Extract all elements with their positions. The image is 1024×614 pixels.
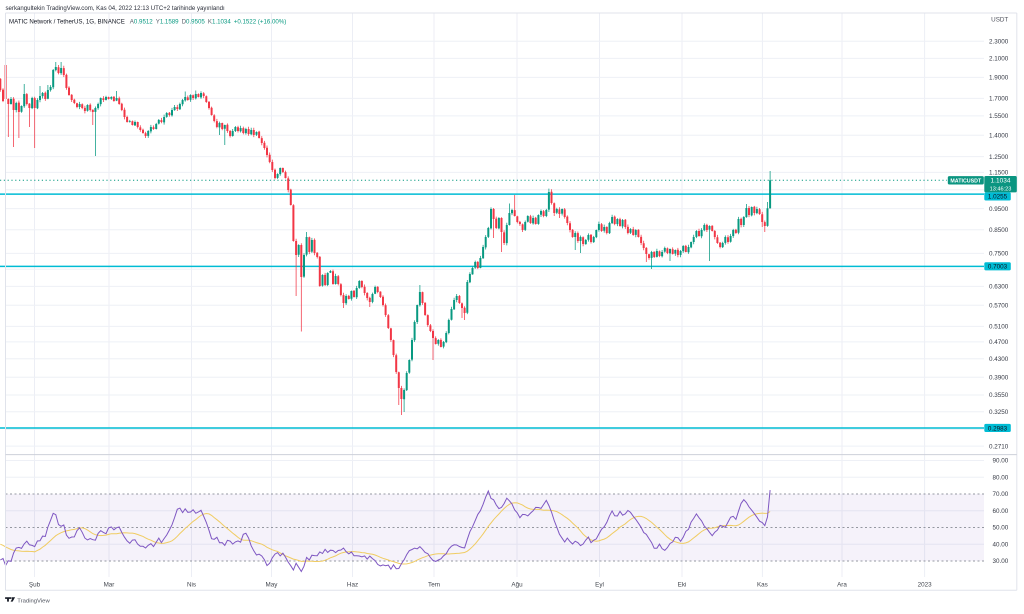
svg-text:May: May bbox=[266, 581, 279, 588]
svg-text:2.3000: 2.3000 bbox=[989, 38, 1009, 45]
svg-text:30.00: 30.00 bbox=[993, 558, 1009, 565]
svg-text:0.8500: 0.8500 bbox=[989, 227, 1009, 234]
svg-text:1.1034: 1.1034 bbox=[991, 178, 1011, 185]
svg-text:0.9500: 0.9500 bbox=[989, 206, 1009, 213]
svg-text:0.3550: 0.3550 bbox=[989, 392, 1009, 399]
svg-text:90.00: 90.00 bbox=[993, 458, 1009, 465]
svg-text:13:46:23: 13:46:23 bbox=[990, 187, 1012, 193]
svg-text:TradingView: TradingView bbox=[17, 599, 50, 605]
svg-text:MATIC Network / TetherUS, 1G,: MATIC Network / TetherUS, 1G, BINANCE A0.… bbox=[9, 18, 286, 25]
svg-text:Eyl: Eyl bbox=[595, 581, 604, 588]
svg-text:Tem: Tem bbox=[428, 581, 440, 588]
svg-text:0.3250: 0.3250 bbox=[989, 409, 1009, 416]
svg-text:Haz: Haz bbox=[347, 581, 358, 588]
svg-text:0.6300: 0.6300 bbox=[989, 284, 1009, 291]
svg-text:Nis: Nis bbox=[187, 581, 196, 588]
svg-text:Ara: Ara bbox=[837, 581, 847, 588]
svg-text:0.4300: 0.4300 bbox=[989, 356, 1009, 363]
svg-text:1.7000: 1.7000 bbox=[989, 96, 1009, 103]
svg-text:serkangultekin TradingView.com: serkangultekin TradingView.com, Kas 04, … bbox=[6, 5, 226, 12]
svg-text:0.5100: 0.5100 bbox=[989, 324, 1009, 331]
svg-text:2.1000: 2.1000 bbox=[989, 56, 1009, 63]
svg-text:1.2500: 1.2500 bbox=[989, 154, 1009, 161]
svg-text:1.9000: 1.9000 bbox=[989, 75, 1009, 82]
svg-text:0.2983: 0.2983 bbox=[988, 425, 1008, 432]
svg-text:2023: 2023 bbox=[918, 581, 933, 588]
svg-text:80.00: 80.00 bbox=[993, 474, 1009, 481]
svg-text:0.7500: 0.7500 bbox=[989, 251, 1009, 258]
svg-text:40.00: 40.00 bbox=[993, 542, 1009, 549]
svg-text:Kas: Kas bbox=[757, 581, 768, 588]
svg-text:1.0255: 1.0255 bbox=[988, 194, 1008, 201]
svg-text:1.4000: 1.4000 bbox=[989, 132, 1009, 139]
svg-text:0.4700: 0.4700 bbox=[989, 339, 1009, 346]
svg-text:USDT: USDT bbox=[991, 17, 1008, 24]
svg-text:70.00: 70.00 bbox=[993, 491, 1009, 498]
svg-text:Eki: Eki bbox=[678, 581, 687, 588]
svg-text:50.00: 50.00 bbox=[993, 525, 1009, 532]
svg-text:0.3900: 0.3900 bbox=[989, 374, 1009, 381]
svg-text:1.5500: 1.5500 bbox=[989, 113, 1009, 120]
svg-text:0.5700: 0.5700 bbox=[989, 303, 1009, 310]
svg-text:1.1500: 1.1500 bbox=[989, 170, 1009, 177]
svg-text:Mar: Mar bbox=[104, 581, 115, 588]
svg-text:MATICUSDT: MATICUSDT bbox=[950, 179, 982, 185]
svg-text:60.00: 60.00 bbox=[993, 508, 1009, 515]
svg-text:0.7003: 0.7003 bbox=[988, 264, 1008, 271]
svg-text:Şub: Şub bbox=[29, 581, 41, 588]
svg-text:0.2710: 0.2710 bbox=[989, 443, 1009, 450]
svg-text:Ağu: Ağu bbox=[511, 581, 523, 588]
